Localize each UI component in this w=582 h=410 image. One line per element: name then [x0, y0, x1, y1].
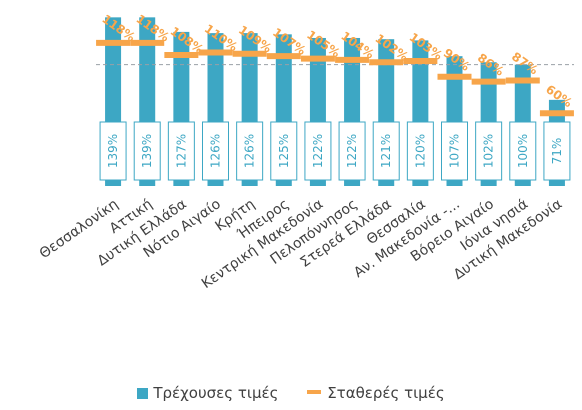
bar-label-4: 126% [243, 134, 257, 168]
bar-label-12: 100% [516, 134, 530, 168]
bar-label-8: 121% [379, 134, 393, 168]
legend: Τρέχουσες τιμές Σταθερές τιμές [0, 384, 582, 402]
legend-label-constant: Σταθερές τιμές [327, 384, 445, 402]
bar-label-group: 139% 139% 127% 126% 126% 125% 122% 122% 121% 120%… [99, 121, 571, 181]
legend-item-current[interactable]: Τρέχουσες τιμές [137, 384, 278, 402]
bar-label-0: 139% [106, 134, 120, 168]
bar-label-box-4 [236, 121, 264, 181]
bar-label-box-2 [167, 121, 195, 181]
bar-label-1: 139% [140, 134, 154, 168]
bar-label-9: 120% [413, 134, 427, 168]
bar-label-box-11 [475, 121, 503, 181]
bar-label-box-3 [202, 121, 229, 181]
marker-series [96, 39, 574, 117]
legend-swatch-constant [307, 390, 322, 394]
legend-label-current: Τρέχουσες τιμές [153, 384, 279, 402]
bar-label-box-13 [543, 121, 571, 181]
bar-label-13: 71% [550, 138, 564, 165]
bar-label-11: 102% [482, 134, 496, 168]
bar-label-box-9 [406, 121, 434, 181]
bar-label-box-12 [509, 121, 537, 181]
bar-label-10: 107% [448, 134, 462, 168]
bar-label-box-0 [99, 121, 127, 181]
legend-item-constant[interactable]: Σταθερές τιμές [307, 384, 445, 402]
bar-label-6: 122% [311, 134, 325, 168]
bar-label-2: 127% [174, 134, 188, 168]
bar-label-box-10 [441, 121, 468, 181]
legend-swatch-current [137, 388, 149, 399]
bar-label-7: 122% [345, 134, 359, 168]
bar-label-box-8 [372, 121, 400, 181]
bar-label-5: 125% [277, 134, 291, 168]
bar-label-box-1 [133, 121, 161, 181]
bar-label-3: 126% [209, 134, 223, 168]
bar-label-box-5 [270, 121, 298, 181]
bar-label-box-6 [304, 121, 332, 181]
bar-label-box-7 [338, 121, 366, 181]
